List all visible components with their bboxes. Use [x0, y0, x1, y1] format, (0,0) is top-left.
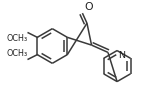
Text: N: N	[118, 51, 125, 60]
Text: OCH₃: OCH₃	[6, 49, 27, 58]
Text: OCH₃: OCH₃	[6, 34, 27, 43]
Text: O: O	[84, 2, 93, 12]
